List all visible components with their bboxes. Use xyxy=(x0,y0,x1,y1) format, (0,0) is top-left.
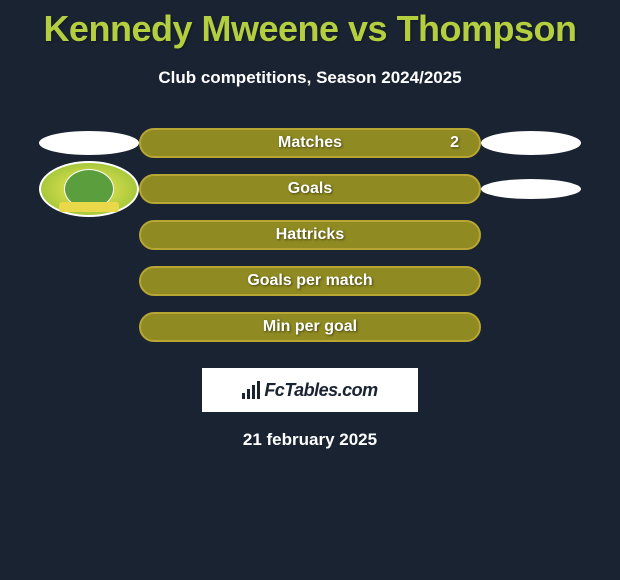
pill-container: Goals xyxy=(139,174,481,204)
right-logo-slot xyxy=(481,131,581,155)
brand-bar xyxy=(242,393,245,399)
brand-bar xyxy=(257,381,260,399)
brand-bar xyxy=(247,389,250,399)
stat-label: Goals xyxy=(288,180,332,198)
pill-container: Hattricks xyxy=(139,220,481,250)
pill-container: Matches 2 xyxy=(139,128,481,158)
player2-logo-placeholder xyxy=(481,131,581,155)
stat-pill: Min per goal xyxy=(139,312,481,342)
stat-row-hattricks: Hattricks xyxy=(0,212,620,258)
stat-pill: Goals per match xyxy=(139,266,481,296)
date-text: 21 february 2025 xyxy=(0,430,620,450)
stat-label: Goals per match xyxy=(247,272,372,290)
left-logo-slot xyxy=(39,131,139,155)
stat-label: Hattricks xyxy=(276,226,344,244)
stat-pill: Goals xyxy=(139,174,481,204)
stat-value: 2 xyxy=(450,134,459,152)
stat-row-goals-per-match: Goals per match xyxy=(0,258,620,304)
stat-row-goals: Goals xyxy=(0,166,620,212)
pill-container: Goals per match xyxy=(139,266,481,296)
player2-logo-placeholder-sm xyxy=(481,179,581,199)
brand-bar xyxy=(252,385,255,399)
pill-container: Min per goal xyxy=(139,312,481,342)
brand-chart-icon xyxy=(242,381,260,399)
stat-label: Min per goal xyxy=(263,318,357,336)
left-logo-slot xyxy=(39,161,139,217)
stat-pill: Matches 2 xyxy=(139,128,481,158)
page-title: Kennedy Mweene vs Thompson xyxy=(0,0,620,50)
stat-row-min-per-goal: Min per goal xyxy=(0,304,620,350)
stat-pill: Hattricks xyxy=(139,220,481,250)
brand-text: FcTables.com xyxy=(264,380,377,401)
right-logo-slot xyxy=(481,179,581,199)
badge-inner-icon xyxy=(64,169,114,209)
stat-label: Matches xyxy=(278,134,342,152)
player1-logo-placeholder xyxy=(39,131,139,155)
comparison-chart: Matches 2 Goals Hattricks xyxy=(0,120,620,350)
subtitle: Club competitions, Season 2024/2025 xyxy=(0,68,620,88)
brand-box: FcTables.com xyxy=(202,368,418,412)
stat-row-matches: Matches 2 xyxy=(0,120,620,166)
club-badge-icon xyxy=(39,161,139,217)
